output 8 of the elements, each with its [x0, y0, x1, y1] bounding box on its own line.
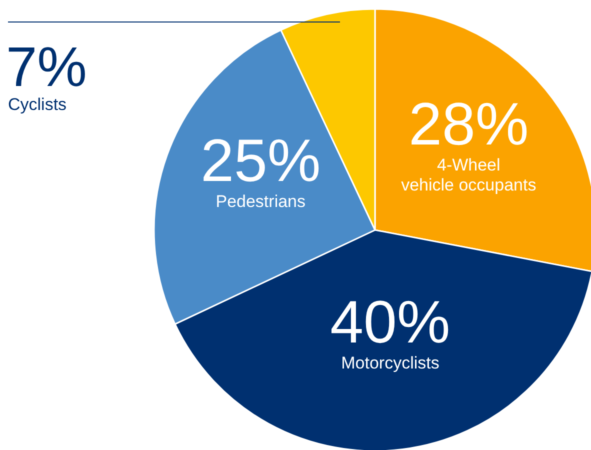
slice-label: Pedestrians — [216, 192, 306, 211]
data-label: 28% — [408, 90, 529, 158]
slice-label: Motorcyclists — [341, 354, 440, 373]
data-label: 7% — [6, 35, 87, 98]
slice-label: 4-Wheel vehicle occupants — [401, 156, 536, 195]
data-label: 25% — [200, 126, 321, 194]
data-label: 40% — [330, 288, 450, 356]
slice-label: Cyclists — [8, 95, 67, 114]
